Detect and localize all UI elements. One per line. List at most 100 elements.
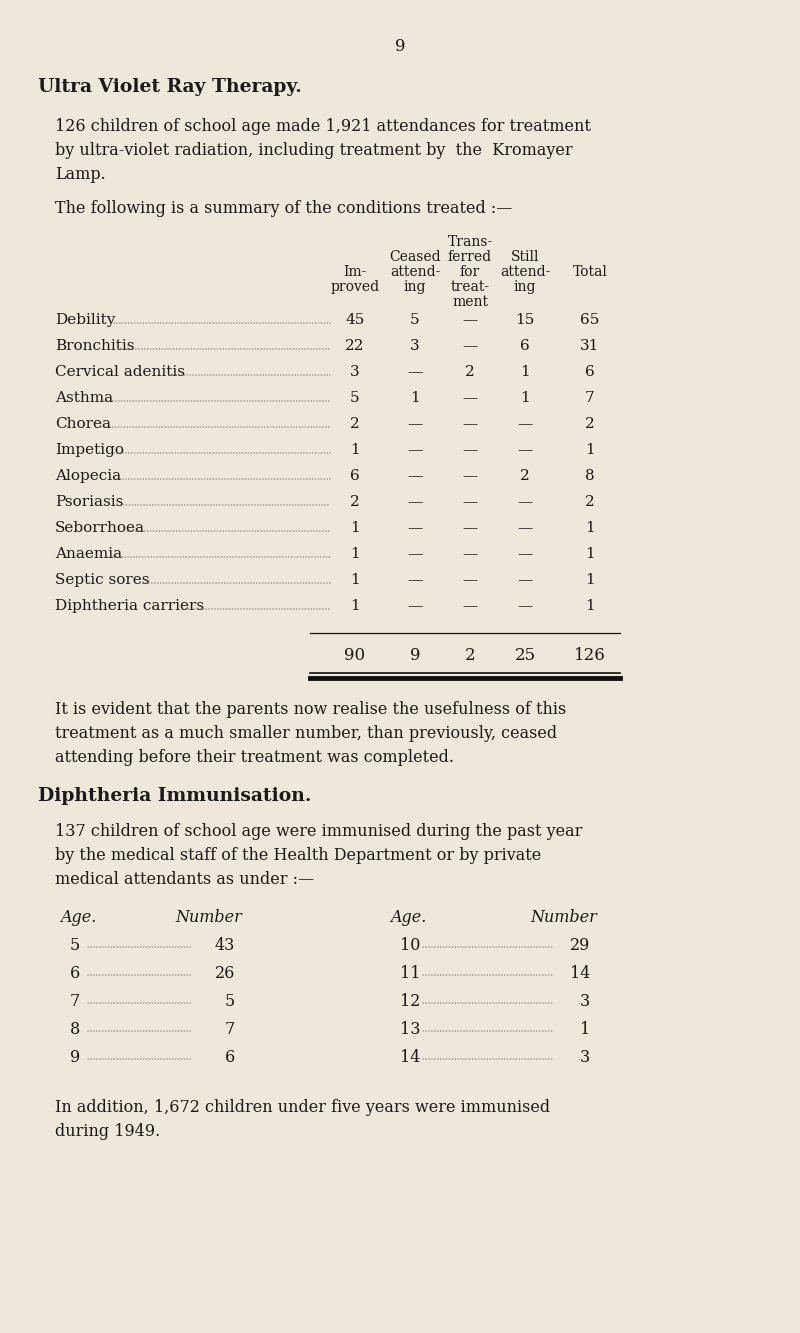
Text: —: — — [462, 547, 478, 561]
Text: Number: Number — [175, 909, 242, 926]
Text: 1: 1 — [580, 1021, 590, 1038]
Text: Age.: Age. — [60, 909, 96, 926]
Text: 11: 11 — [400, 965, 421, 982]
Text: Cervical adenitis: Cervical adenitis — [55, 365, 185, 379]
Text: Psoriasis: Psoriasis — [55, 495, 123, 509]
Text: 137 children of school age were immunised during the past year: 137 children of school age were immunise… — [55, 822, 582, 840]
Text: —: — — [518, 443, 533, 457]
Text: 8: 8 — [70, 1021, 80, 1038]
Text: —: — — [462, 573, 478, 587]
Text: 7: 7 — [70, 993, 80, 1010]
Text: —: — — [518, 547, 533, 561]
Text: —: — — [462, 443, 478, 457]
Text: ing: ing — [404, 280, 426, 295]
Text: 65: 65 — [580, 313, 600, 327]
Text: Ceased: Ceased — [389, 251, 441, 264]
Text: —: — — [407, 365, 422, 379]
Text: The following is a summary of the conditions treated :—: The following is a summary of the condit… — [55, 200, 512, 217]
Text: treat-: treat- — [450, 280, 490, 295]
Text: 7: 7 — [585, 391, 595, 405]
Text: 1: 1 — [350, 443, 360, 457]
Text: Anaemia: Anaemia — [55, 547, 122, 561]
Text: 1: 1 — [350, 599, 360, 613]
Text: 14: 14 — [400, 1049, 420, 1066]
Text: treatment as a much smaller number, than previously, ceased: treatment as a much smaller number, than… — [55, 725, 557, 742]
Text: 2: 2 — [585, 495, 595, 509]
Text: 3: 3 — [580, 993, 590, 1010]
Text: 1: 1 — [585, 599, 595, 613]
Text: 1: 1 — [585, 547, 595, 561]
Text: Still: Still — [510, 251, 539, 264]
Text: medical attendants as under :—: medical attendants as under :— — [55, 870, 314, 888]
Text: 2: 2 — [465, 365, 475, 379]
Text: proved: proved — [330, 280, 379, 295]
Text: —: — — [462, 469, 478, 483]
Text: 90: 90 — [345, 647, 366, 664]
Text: 14: 14 — [570, 965, 590, 982]
Text: —: — — [407, 547, 422, 561]
Text: Diphtheria carriers: Diphtheria carriers — [55, 599, 204, 613]
Text: ferred: ferred — [448, 251, 492, 264]
Text: 8: 8 — [585, 469, 595, 483]
Text: 12: 12 — [400, 993, 420, 1010]
Text: Bronchitis: Bronchitis — [55, 339, 134, 353]
Text: —: — — [407, 495, 422, 509]
Text: 1: 1 — [350, 547, 360, 561]
Text: It is evident that the parents now realise the usefulness of this: It is evident that the parents now reali… — [55, 701, 566, 718]
Text: Alopecia: Alopecia — [55, 469, 121, 483]
Text: —: — — [407, 599, 422, 613]
Text: 126 children of school age made 1,921 attendances for treatment: 126 children of school age made 1,921 at… — [55, 119, 591, 135]
Text: 5: 5 — [410, 313, 420, 327]
Text: 3: 3 — [580, 1049, 590, 1066]
Text: Seborrhoea: Seborrhoea — [55, 521, 145, 535]
Text: 2: 2 — [350, 417, 360, 431]
Text: —: — — [407, 573, 422, 587]
Text: —: — — [462, 391, 478, 405]
Text: 45: 45 — [346, 313, 365, 327]
Text: —: — — [407, 469, 422, 483]
Text: 13: 13 — [400, 1021, 421, 1038]
Text: Trans-: Trans- — [447, 235, 493, 249]
Text: —: — — [462, 521, 478, 535]
Text: 2: 2 — [585, 417, 595, 431]
Text: 1: 1 — [585, 443, 595, 457]
Text: ment: ment — [452, 295, 488, 309]
Text: —: — — [518, 495, 533, 509]
Text: 6: 6 — [520, 339, 530, 353]
Text: 1: 1 — [350, 573, 360, 587]
Text: during 1949.: during 1949. — [55, 1122, 160, 1140]
Text: 9: 9 — [410, 647, 420, 664]
Text: Septic sores: Septic sores — [55, 573, 150, 587]
Text: Age.: Age. — [390, 909, 426, 926]
Text: 6: 6 — [350, 469, 360, 483]
Text: ing: ing — [514, 280, 536, 295]
Text: 22: 22 — [346, 339, 365, 353]
Text: 26: 26 — [214, 965, 235, 982]
Text: Debility: Debility — [55, 313, 115, 327]
Text: —: — — [462, 339, 478, 353]
Text: Impetigo: Impetigo — [55, 443, 124, 457]
Text: —: — — [518, 417, 533, 431]
Text: attend-: attend- — [500, 265, 550, 279]
Text: 5: 5 — [70, 937, 80, 954]
Text: —: — — [462, 417, 478, 431]
Text: —: — — [518, 521, 533, 535]
Text: Lamp.: Lamp. — [55, 167, 106, 183]
Text: Asthma: Asthma — [55, 391, 113, 405]
Text: 6: 6 — [585, 365, 595, 379]
Text: 7: 7 — [225, 1021, 235, 1038]
Text: Im-: Im- — [343, 265, 366, 279]
Text: In addition, 1,672 children under five years were immunised: In addition, 1,672 children under five y… — [55, 1098, 550, 1116]
Text: 15: 15 — [515, 313, 534, 327]
Text: 10: 10 — [400, 937, 420, 954]
Text: 1: 1 — [520, 391, 530, 405]
Text: 2: 2 — [520, 469, 530, 483]
Text: —: — — [518, 573, 533, 587]
Text: 1: 1 — [410, 391, 420, 405]
Text: —: — — [518, 599, 533, 613]
Text: 43: 43 — [214, 937, 235, 954]
Text: 5: 5 — [350, 391, 360, 405]
Text: Total: Total — [573, 265, 607, 279]
Text: 3: 3 — [410, 339, 420, 353]
Text: 1: 1 — [350, 521, 360, 535]
